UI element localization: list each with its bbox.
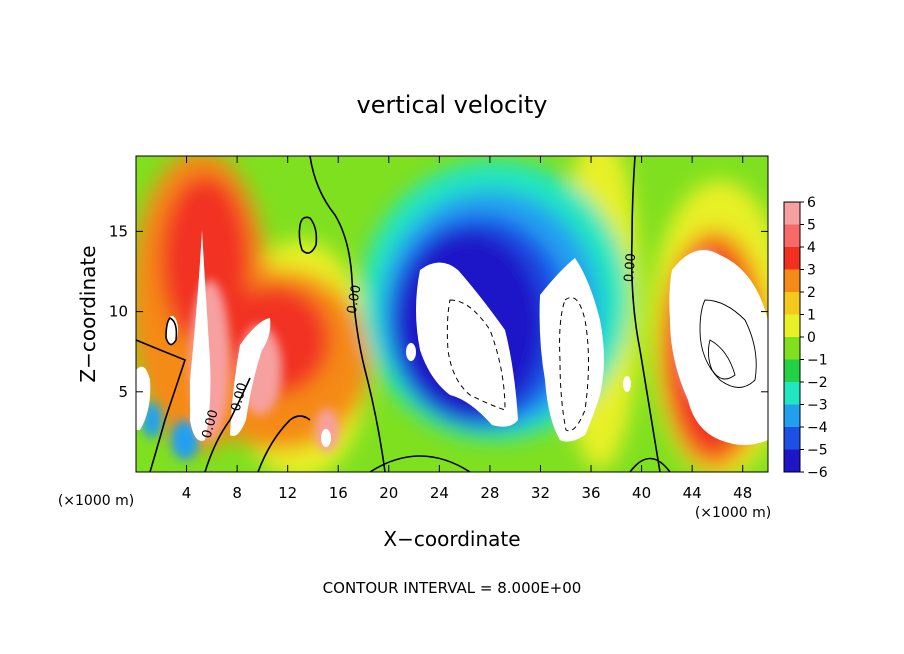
colorbar-label: −4 [807, 420, 828, 436]
colorbar-swatch [784, 314, 800, 337]
colorbar-swatch [784, 269, 800, 292]
x-tick-label: 20 [379, 484, 398, 502]
colorbar-swatch [784, 224, 800, 247]
y-axis-label: Z−coordinate [76, 245, 100, 382]
x-axis-label: X−coordinate [383, 527, 520, 551]
colorbar-label: 1 [807, 308, 816, 324]
colorbar-swatch [784, 247, 800, 270]
colorbar-swatch [784, 449, 800, 472]
off-scale-core [539, 258, 604, 442]
zero-contour [369, 455, 471, 472]
x-unit-label-left: (×1000 m) [58, 493, 134, 509]
colorbar-label: 6 [807, 195, 816, 211]
zero-contour [257, 415, 311, 472]
off-scale-core [406, 343, 416, 361]
off-scale-core [190, 230, 211, 441]
zero-contours [136, 156, 671, 472]
colorbar: 6 5 4 3 2 1 0 −1 −2 −3 −4 −5 −6 [783, 195, 828, 481]
colorbar-label: 2 [807, 285, 816, 301]
y-axis: 5 10 15 [109, 222, 768, 401]
colorbar-label: 4 [807, 240, 816, 256]
x-tick-label: 4 [182, 484, 192, 502]
y-tick-label: 5 [118, 383, 128, 401]
x-tick-label: 36 [581, 484, 600, 502]
colorbar-swatch [784, 427, 800, 450]
colorbar-swatch [784, 202, 800, 225]
colorbar-label: −2 [807, 375, 828, 391]
zero-contour [298, 216, 318, 254]
zero-contour [136, 339, 186, 472]
colorbar-swatch [784, 404, 800, 427]
colorbar-label: 0 [807, 330, 816, 346]
off-scale-core [230, 318, 271, 436]
contour-labels: 0.00 0.00 0.00 0.00 [200, 253, 640, 440]
y-tick-label: 15 [109, 222, 128, 240]
x-tick-label: 44 [683, 484, 702, 502]
zero-contour [629, 457, 671, 472]
contour-label: 0.00 [622, 253, 639, 283]
zero-contour [309, 156, 386, 472]
off-scale-core [623, 376, 631, 392]
x-tick-label: 8 [232, 484, 242, 502]
zero-contour [204, 377, 251, 472]
x-tick-label: 12 [278, 484, 297, 502]
colorbar-swatch [784, 382, 800, 405]
colorbar-label: −1 [807, 353, 828, 369]
off-scale-core [669, 250, 768, 445]
positive-contour [707, 339, 736, 380]
x-tick-label: 32 [531, 484, 550, 502]
contour-label: 0.00 [229, 381, 251, 413]
colorbar-label: 5 [807, 218, 816, 234]
x-tick-label: 48 [733, 484, 752, 502]
zero-contour [630, 156, 661, 472]
contour-label: 0.00 [345, 284, 365, 315]
colorbar-swatch [784, 292, 800, 315]
plot-frame [135, 155, 769, 473]
contour-interval-note: CONTOUR INTERVAL = 8.000E+00 [323, 579, 582, 597]
x-tick-label: 40 [632, 484, 651, 502]
off-scale-core [416, 262, 518, 427]
chart-title: vertical velocity [357, 91, 548, 119]
x-tick-label: 16 [329, 484, 348, 502]
plot-area: 0.00 0.00 0.00 0.00 [136, 156, 768, 472]
x-tick-label: 24 [430, 484, 449, 502]
negative-contour [446, 299, 506, 411]
negative-contour [559, 297, 589, 432]
positive-contour [699, 299, 757, 388]
y-tick-label: 10 [109, 303, 128, 321]
x-tick-label: 28 [480, 484, 499, 502]
colorbar-label: −6 [807, 465, 828, 481]
colorbar-swatch [784, 337, 800, 360]
x-unit-label-right: (×1000 m) [695, 505, 771, 521]
positive-contours [699, 299, 757, 388]
off-scale-core [321, 429, 331, 447]
colorbar-label: 3 [807, 263, 816, 279]
x-axis: 4 8 12 16 20 24 28 32 36 40 44 48 [182, 156, 752, 502]
colorbar-label: −3 [807, 398, 828, 414]
colorbar-label: −5 [807, 443, 828, 459]
negative-contours [446, 297, 589, 432]
off-scale-core [136, 366, 151, 430]
zero-contour [165, 317, 178, 346]
contour-label: 0.00 [200, 408, 222, 440]
colorbar-swatch [784, 359, 800, 382]
